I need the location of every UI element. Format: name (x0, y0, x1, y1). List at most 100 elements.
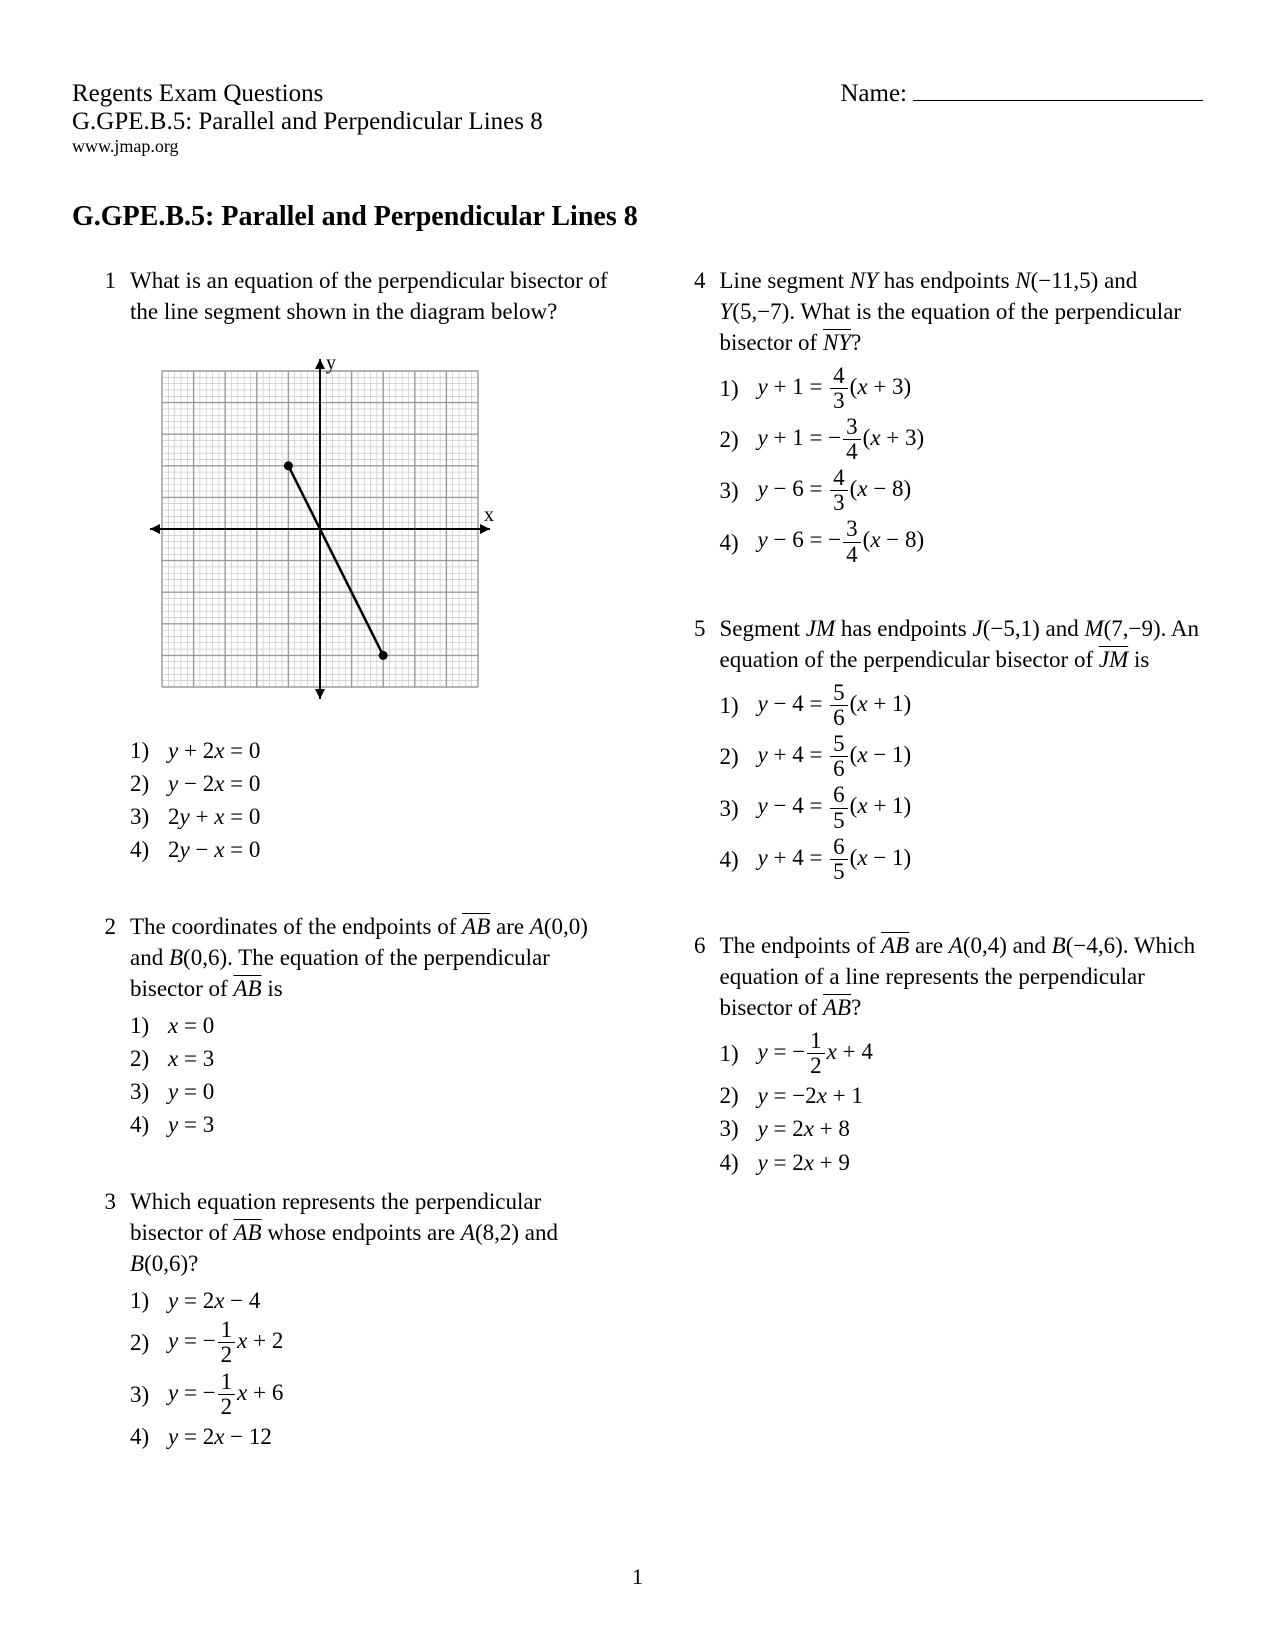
option: 3)2y + x = 0 (130, 801, 614, 832)
option-text: y = 2x + 8 (758, 1113, 850, 1144)
option: 2)y + 4 = 56(x − 1) (720, 732, 1204, 781)
option-text: x = 0 (168, 1010, 214, 1041)
option: 4)y = 3 (130, 1109, 614, 1140)
option-number: 3) (720, 793, 758, 824)
option-number: 1) (130, 1010, 168, 1041)
option-text: y = 2x − 12 (168, 1421, 272, 1452)
header-line3: www.jmap.org (72, 136, 543, 157)
option-number: 4) (130, 834, 168, 865)
option: 3)y − 4 = 65(x + 1) (720, 783, 1204, 832)
option-text: y + 1 = −34(x + 3) (758, 415, 925, 464)
option-number: 2) (720, 1080, 758, 1111)
header-line1: Regents Exam Questions (72, 80, 543, 108)
option-list: 1)y = −12x + 42)y = −2x + 13)y = 2x + 84… (720, 1029, 1204, 1177)
problem-prompt: Segment JM has endpoints J(−5,1) and M(7… (720, 613, 1204, 675)
option: 4)y + 4 = 65(x − 1) (720, 835, 1204, 884)
option: 3)y = 2x + 8 (720, 1113, 1204, 1144)
option-number: 1) (720, 1038, 758, 1069)
option: 2)y + 1 = −34(x + 3) (720, 415, 1204, 464)
page-number: 1 (0, 1564, 1275, 1590)
option-text: 2y − x = 0 (168, 834, 260, 865)
option: 4)2y − x = 0 (130, 834, 614, 865)
problem-diagram: xy (140, 349, 614, 717)
problem-body: The endpoints of AB are A(0,4) and B(−4,… (720, 930, 1204, 1180)
option-text: y − 6 = −34(x − 8) (758, 517, 925, 566)
option-text: y = 0 (168, 1076, 214, 1107)
option-number: 2) (130, 768, 168, 799)
problem-number: 2 (72, 911, 130, 1142)
option: 1)y = 2x − 4 (130, 1285, 614, 1316)
option: 1)x = 0 (130, 1010, 614, 1041)
option-number: 1) (720, 373, 758, 404)
option-list: 1)y − 4 = 56(x + 1)2)y + 4 = 56(x − 1)3)… (720, 681, 1204, 884)
option-text: y − 4 = 56(x + 1) (758, 681, 912, 730)
option-text: y = 3 (168, 1109, 214, 1140)
option-text: y + 2x = 0 (168, 735, 260, 766)
problem-prompt: The endpoints of AB are A(0,4) and B(−4,… (720, 930, 1204, 1023)
page: Regents Exam Questions G.GPE.B.5: Parall… (0, 0, 1275, 1650)
option-number: 3) (720, 1113, 758, 1144)
svg-text:y: y (326, 352, 336, 374)
column-right: 4Line segment NY has endpoints N(−11,5) … (662, 265, 1204, 1498)
option: 3)y − 6 = 43(x − 8) (720, 466, 1204, 515)
column-left: 1What is an equation of the perpendicula… (72, 265, 614, 1498)
option: 4)y = 2x + 9 (720, 1147, 1204, 1178)
option-number: 4) (130, 1109, 168, 1140)
option: 4)y − 6 = −34(x − 8) (720, 517, 1204, 566)
problem: 6The endpoints of AB are A(0,4) and B(−4… (662, 930, 1204, 1180)
option: 3)y = 0 (130, 1076, 614, 1107)
option-text: y = −12x + 6 (168, 1370, 283, 1419)
problem-number: 1 (72, 265, 130, 867)
option-text: y − 6 = 43(x − 8) (758, 466, 912, 515)
problem-body: The coordinates of the endpoints of AB a… (130, 911, 614, 1142)
option-number: 4) (130, 1421, 168, 1452)
option-number: 3) (130, 1076, 168, 1107)
problem-number: 5 (662, 613, 720, 886)
problem-body: Line segment NY has endpoints N(−11,5) a… (720, 265, 1204, 569)
option: 1)y + 2x = 0 (130, 735, 614, 766)
option-text: x = 3 (168, 1043, 214, 1074)
option-list: 1)x = 02)x = 33)y = 04)y = 3 (130, 1010, 614, 1140)
problem: 3Which equation represents the perpendic… (72, 1186, 614, 1454)
name-blank[interactable] (913, 72, 1203, 101)
option: 3)y = −12x + 6 (130, 1370, 614, 1419)
option-list: 1)y + 2x = 02)y − 2x = 03)2y + x = 04)2y… (130, 735, 614, 865)
option-number: 2) (130, 1043, 168, 1074)
option: 2)y − 2x = 0 (130, 768, 614, 799)
option: 2)y = −2x + 1 (720, 1080, 1204, 1111)
option-text: y = 2x + 9 (758, 1147, 850, 1178)
option-number: 3) (130, 801, 168, 832)
problem: 1What is an equation of the perpendicula… (72, 265, 614, 867)
option-list: 1)y + 1 = 43(x + 3)2)y + 1 = −34(x + 3)3… (720, 364, 1204, 567)
problem: 5Segment JM has endpoints J(−5,1) and M(… (662, 613, 1204, 886)
option-text: y = −12x + 2 (168, 1318, 283, 1367)
option-number: 1) (130, 735, 168, 766)
option-number: 2) (130, 1327, 168, 1358)
option-text: y = 2x − 4 (168, 1285, 260, 1316)
content-columns: 1What is an equation of the perpendicula… (72, 265, 1203, 1498)
svg-text:x: x (484, 504, 494, 526)
option-text: y − 4 = 65(x + 1) (758, 783, 912, 832)
header-left: Regents Exam Questions G.GPE.B.5: Parall… (72, 80, 543, 157)
problem: 4Line segment NY has endpoints N(−11,5) … (662, 265, 1204, 569)
problem-body: Which equation represents the perpendicu… (130, 1186, 614, 1454)
problem-body: Segment JM has endpoints J(−5,1) and M(7… (720, 613, 1204, 886)
option-number: 4) (720, 527, 758, 558)
problem: 2The coordinates of the endpoints of AB … (72, 911, 614, 1142)
option: 1)y + 1 = 43(x + 3) (720, 364, 1204, 413)
option: 1)y = −12x + 4 (720, 1029, 1204, 1078)
problem-body: What is an equation of the perpendicular… (130, 265, 614, 867)
problem-prompt: Line segment NY has endpoints N(−11,5) a… (720, 265, 1204, 358)
problem-prompt: What is an equation of the perpendicular… (130, 265, 614, 327)
option-number: 2) (720, 741, 758, 772)
option-text: y = −2x + 1 (758, 1080, 863, 1111)
name-field: Name: (840, 72, 1203, 108)
option-text: y + 4 = 65(x − 1) (758, 835, 912, 884)
problem-number: 4 (662, 265, 720, 569)
option-text: y + 1 = 43(x + 3) (758, 364, 912, 413)
option-text: 2y + x = 0 (168, 801, 260, 832)
option-text: y = −12x + 4 (758, 1029, 873, 1078)
option: 2)y = −12x + 2 (130, 1318, 614, 1367)
page-title: G.GPE.B.5: Parallel and Perpendicular Li… (72, 201, 1203, 233)
option-number: 1) (720, 690, 758, 721)
